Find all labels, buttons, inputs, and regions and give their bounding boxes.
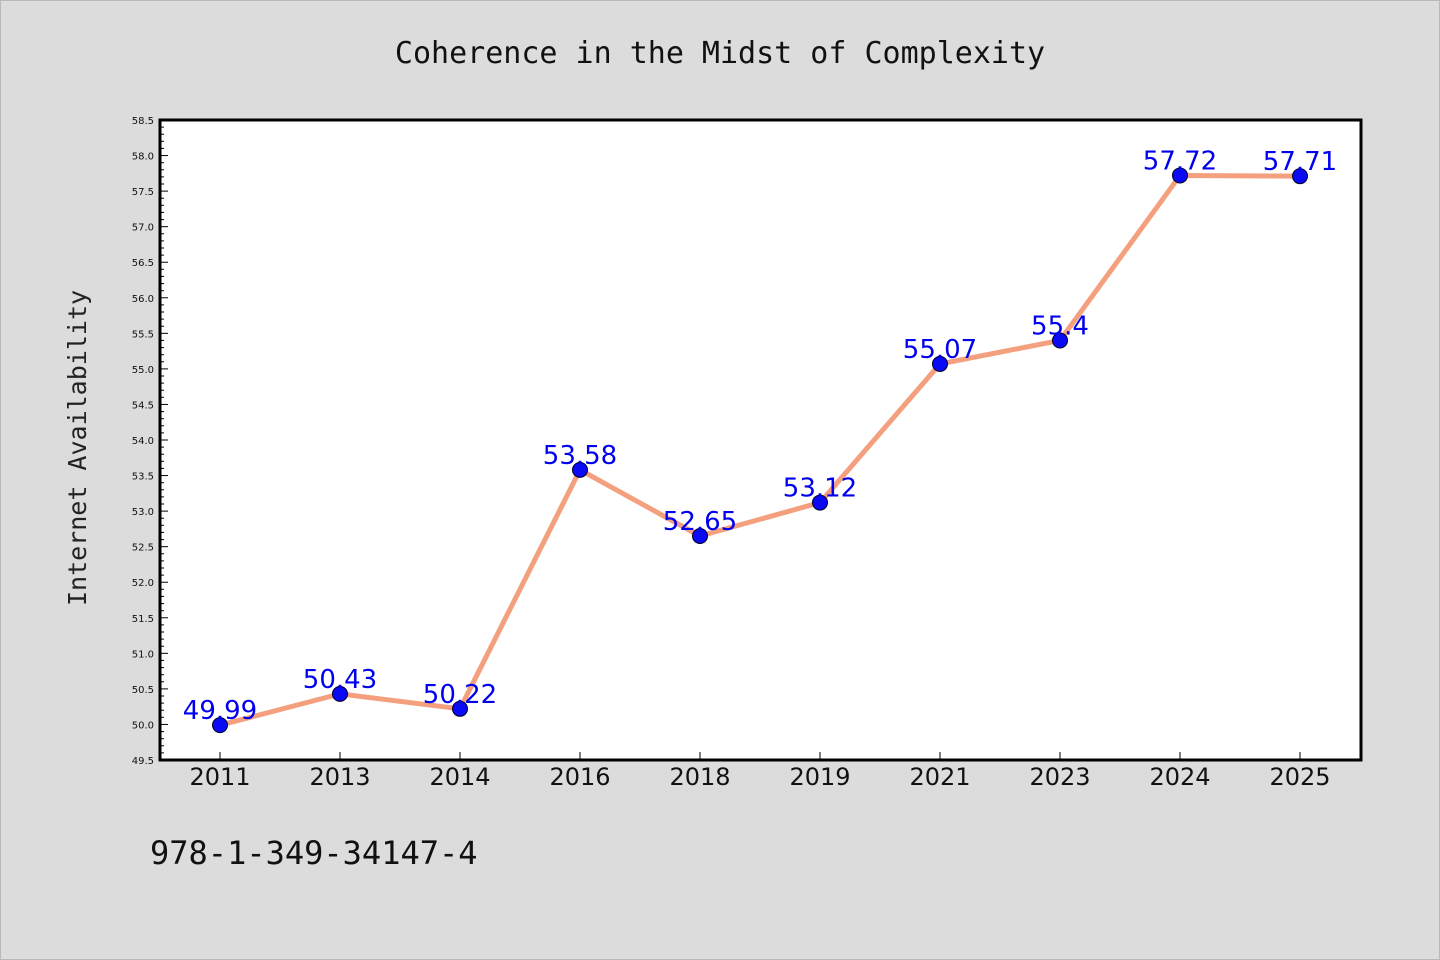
- x-tick-label: 2019: [789, 763, 850, 791]
- y-tick-label: 53.5: [132, 472, 154, 483]
- x-tick-label: 2018: [669, 763, 730, 791]
- x-axis: 2011 2013 2014 2016 2018 2019 2021 2023 2024 2025: [189, 752, 1331, 791]
- data-point: [332, 685, 348, 702]
- y-tick-label: 50.0: [132, 720, 154, 731]
- y-tick-label: 53.0: [132, 507, 154, 518]
- x-tick-label: 2021: [909, 763, 970, 791]
- y-tick-label: 56.5: [132, 258, 154, 269]
- x-tick-label: 2011: [189, 763, 250, 791]
- data-point: [1292, 168, 1308, 185]
- y-axis: 49.5 50.0 50.5 51.0 51.5 52.0 52.5 53.0 53.5 54.0…: [132, 116, 168, 767]
- y-tick-label: 52.5: [132, 543, 154, 554]
- footer-isbn: 978-1-349-34147-4: [150, 834, 478, 872]
- data-label: 53.12: [783, 474, 857, 504]
- data-label: 57.72: [1143, 146, 1217, 176]
- y-tick-label: 58.5: [132, 116, 154, 127]
- data-label: 52.65: [663, 507, 737, 537]
- data-label: 49.99: [183, 696, 257, 726]
- data-label: 57.71: [1263, 147, 1337, 177]
- data-label: 50.22: [423, 680, 497, 710]
- data-point: [452, 700, 468, 717]
- data-point: [212, 717, 228, 734]
- data-point: [812, 494, 828, 511]
- y-tick-label: 54.5: [132, 400, 154, 411]
- y-tick-label: 50.5: [132, 685, 154, 696]
- y-tick-label: 57.0: [132, 223, 154, 234]
- data-point: [1172, 167, 1188, 184]
- data-label: 50.43: [303, 665, 377, 695]
- y-tick-label: 55.5: [132, 329, 154, 340]
- y-tick-label: 56.0: [132, 294, 154, 305]
- plot-area: [158, 118, 1363, 762]
- data-point: [1052, 332, 1068, 349]
- y-axis-label: Internet Availability: [63, 290, 92, 606]
- chart-title: Coherence in the Midst of Complexity: [395, 36, 1045, 71]
- data-point: [692, 528, 708, 544]
- y-tick-label: 55.0: [132, 365, 154, 376]
- x-tick-label: 2013: [309, 763, 370, 791]
- series-line: [217, 172, 1303, 728]
- data-point: [572, 461, 588, 478]
- x-tick-label: 2024: [1149, 763, 1210, 791]
- y-tick-label: 51.5: [132, 614, 154, 625]
- x-tick-label: 2016: [549, 763, 610, 791]
- y-tick-label: 58.0: [132, 152, 154, 163]
- y-tick-label: 57.5: [132, 187, 154, 198]
- data-label: 55.4: [1031, 311, 1089, 341]
- data-label: 53.58: [543, 441, 617, 471]
- x-tick-label: 2023: [1029, 763, 1090, 791]
- series-layer: 49.99 50.43 50.22 53.58 52.65 53.12 55.07 55.4 5…: [183, 146, 1337, 734]
- y-tick-label: 54.0: [132, 436, 154, 447]
- data-label: 55.07: [903, 335, 977, 365]
- y-tick-label: 49.5: [132, 756, 154, 767]
- data-point: [932, 355, 948, 372]
- y-tick-label: 51.0: [132, 649, 154, 660]
- x-tick-label: 2014: [429, 763, 490, 791]
- y-tick-label: 52.0: [132, 578, 154, 589]
- x-tick-label: 2025: [1269, 763, 1330, 791]
